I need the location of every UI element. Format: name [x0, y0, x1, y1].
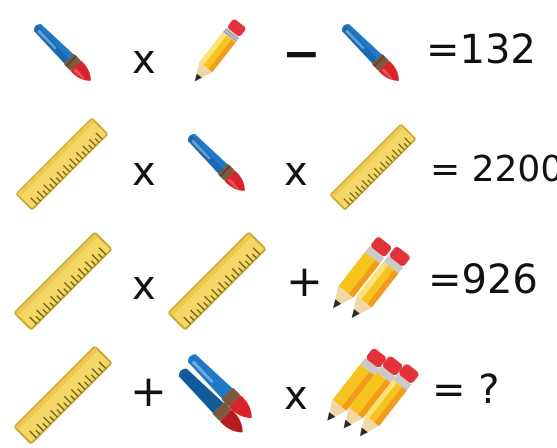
pencil-bundle-icon [322, 346, 420, 444]
ruler-icon [14, 232, 112, 330]
equation-result: =132 [426, 27, 536, 73]
equation-answer: = ? [432, 367, 500, 413]
equation-result: = 2200 [430, 149, 557, 190]
multiply-operator: x [132, 263, 156, 309]
equation-result: =926 [428, 257, 538, 303]
multiply-operator: x [284, 149, 308, 195]
multiply-operator: x [284, 373, 308, 419]
ruler-icon [330, 124, 416, 210]
plus-operator: + [286, 256, 323, 307]
minus-operator: − [282, 26, 321, 80]
ruler-icon [14, 346, 112, 444]
plus-operator: + [130, 366, 167, 417]
pencil-icon [176, 12, 258, 94]
paintbrush-icon [22, 12, 104, 94]
multiply-operator: x [132, 37, 156, 83]
paintbrush-icon [176, 122, 258, 204]
paintbrush-icon [330, 12, 412, 94]
multiply-operator: x [132, 149, 156, 195]
pencil-bundle-icon [322, 232, 416, 326]
paintbrush-bundle-icon [170, 348, 262, 440]
ruler-icon [168, 232, 266, 330]
ruler-icon [16, 118, 108, 210]
